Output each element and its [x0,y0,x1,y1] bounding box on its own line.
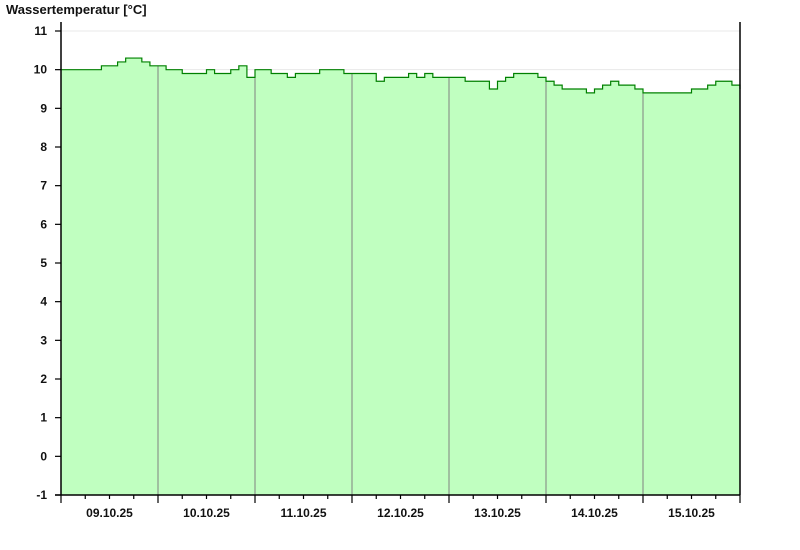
y-tick-label: 10 [34,63,48,77]
y-tick-label: 2 [40,372,47,386]
y-tick-label: 1 [40,411,47,425]
y-tick-label: 0 [40,449,47,463]
y-tick-label: 6 [40,217,47,231]
y-tick-label: -1 [36,488,47,502]
x-tick-label: 12.10.25 [377,506,424,520]
x-tick-label: 10.10.25 [183,506,230,520]
x-tick-label: 14.10.25 [571,506,618,520]
y-tick-label: 5 [40,256,47,270]
y-tick-label: 4 [40,295,47,309]
y-tick-label: 9 [40,101,47,115]
x-tick-label: 13.10.25 [474,506,521,520]
x-tick-label: 15.10.25 [668,506,715,520]
x-tick-label: 09.10.25 [86,506,133,520]
y-tick-label: 8 [40,140,47,154]
y-tick-label: 3 [40,333,47,347]
temperature-area [61,58,740,496]
y-tick-label: 7 [40,179,47,193]
chart-title: Wassertemperatur [°C] [6,2,147,17]
temperature-line [61,57,741,94]
x-tick-label: 11.10.25 [280,506,326,520]
y-tick-label: 11 [34,24,47,38]
